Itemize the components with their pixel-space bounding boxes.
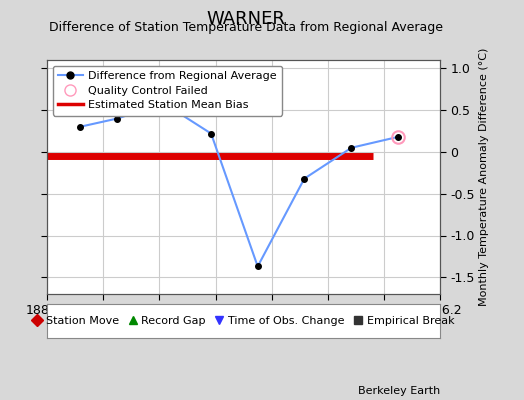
- Legend: Station Move, Record Gap, Time of Obs. Change, Empirical Break: Station Move, Record Gap, Time of Obs. C…: [29, 313, 458, 329]
- Text: Berkeley Earth: Berkeley Earth: [358, 386, 440, 396]
- Legend: Difference from Regional Average, Quality Control Failed, Estimated Station Mean: Difference from Regional Average, Qualit…: [53, 66, 282, 116]
- Y-axis label: Monthly Temperature Anomaly Difference (°C): Monthly Temperature Anomaly Difference (…: [479, 48, 489, 306]
- Text: Difference of Station Temperature Data from Regional Average: Difference of Station Temperature Data f…: [49, 21, 443, 34]
- Text: WARNER: WARNER: [207, 10, 286, 28]
